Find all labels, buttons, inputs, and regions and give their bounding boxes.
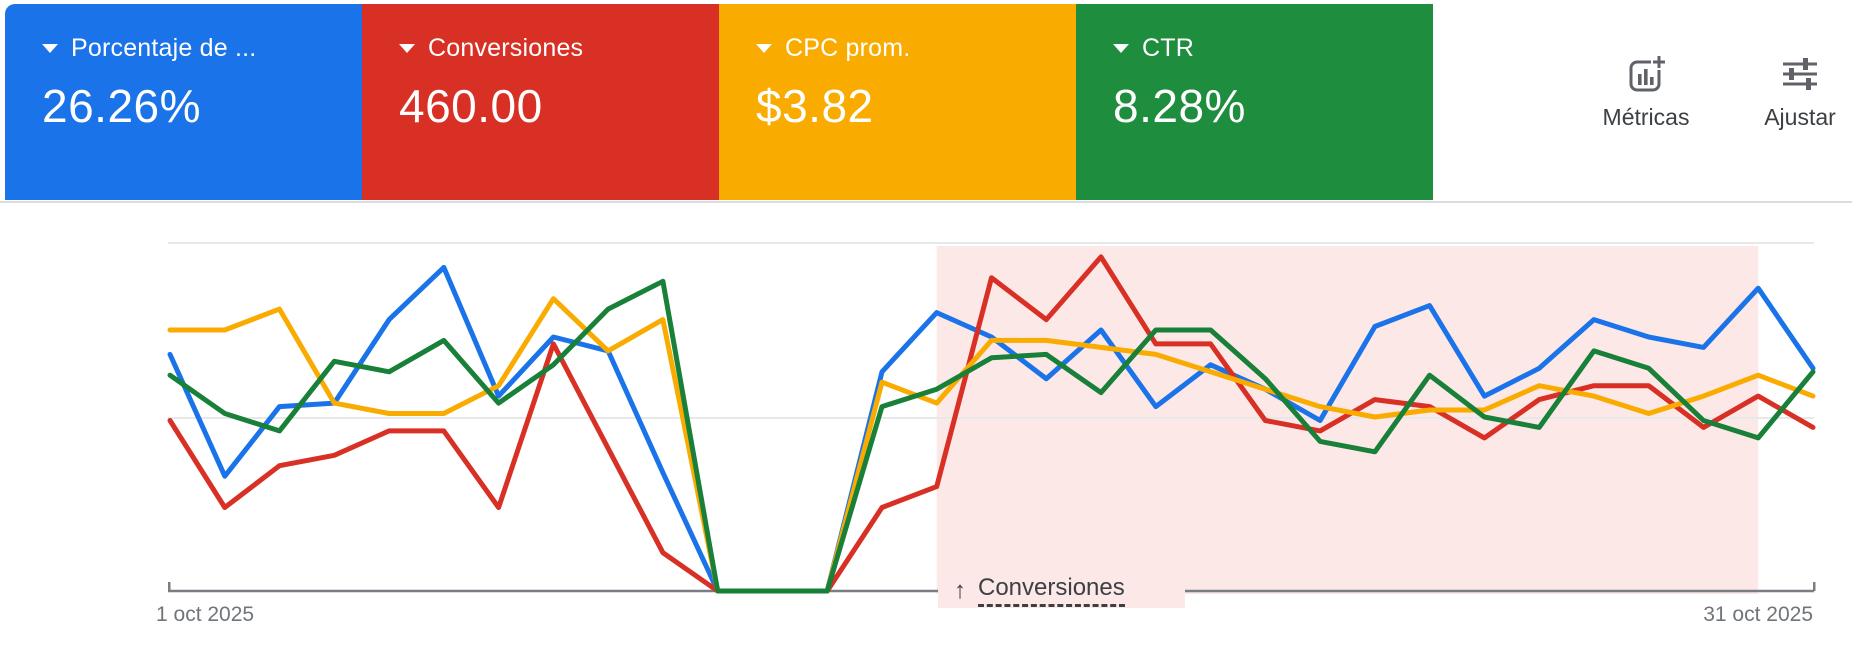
metric-label: Porcentaje de ... bbox=[71, 34, 257, 62]
dropdown-triangle-icon bbox=[1113, 44, 1129, 53]
metric-value: 8.28% bbox=[1113, 80, 1246, 132]
metric-label: CTR bbox=[1142, 34, 1194, 62]
metric-label: Conversiones bbox=[428, 34, 584, 62]
up-arrow-icon: ↑ bbox=[954, 577, 966, 604]
dropdown-triangle-icon bbox=[42, 44, 58, 53]
x-axis-start-date: 1 oct 2025 bbox=[156, 603, 255, 626]
metric-label: CPC prom. bbox=[785, 34, 911, 62]
metric-value: $3.82 bbox=[756, 80, 874, 132]
adjust-button[interactable]: Ajustar bbox=[1740, 52, 1860, 131]
section-divider bbox=[0, 201, 1852, 203]
annotation-conversiones[interactable]: ↑ Conversiones bbox=[938, 574, 1185, 608]
metric-value: 26.26% bbox=[42, 80, 202, 132]
tune-sliders-icon bbox=[1740, 52, 1860, 96]
metric-card-header: CPC prom. bbox=[756, 34, 1076, 63]
timeseries-chart: ↑ Conversiones 1 oct 2025 31 oct 2025 bbox=[0, 202, 1864, 672]
metric-card-header: CTR bbox=[1113, 34, 1433, 63]
metric-card-avg-cpc[interactable]: CPC prom. $3.82 bbox=[719, 4, 1076, 200]
metric-card-conversions[interactable]: Conversiones 460.00 bbox=[362, 4, 719, 200]
chart-add-icon bbox=[1586, 52, 1706, 96]
x-axis-end-date: 31 oct 2025 bbox=[1703, 603, 1813, 626]
metric-card-header: Porcentaje de ... bbox=[42, 34, 362, 63]
dropdown-triangle-icon bbox=[399, 44, 415, 53]
dropdown-triangle-icon bbox=[756, 44, 772, 53]
adjust-button-label: Ajustar bbox=[1764, 104, 1836, 130]
metric-value: 460.00 bbox=[399, 80, 543, 132]
metric-card-percentage[interactable]: Porcentaje de ... 26.26% bbox=[5, 4, 362, 200]
annotation-label: Conversiones bbox=[978, 574, 1125, 607]
chart-canvas[interactable] bbox=[0, 202, 1864, 672]
metrics-button-label: Métricas bbox=[1602, 104, 1690, 130]
metric-card-strip: Porcentaje de ... 26.26% Conversiones 46… bbox=[5, 4, 1433, 200]
metric-card-ctr[interactable]: CTR 8.28% bbox=[1076, 4, 1433, 200]
metric-card-header: Conversiones bbox=[399, 34, 719, 63]
metrics-button[interactable]: Métricas bbox=[1586, 52, 1706, 131]
